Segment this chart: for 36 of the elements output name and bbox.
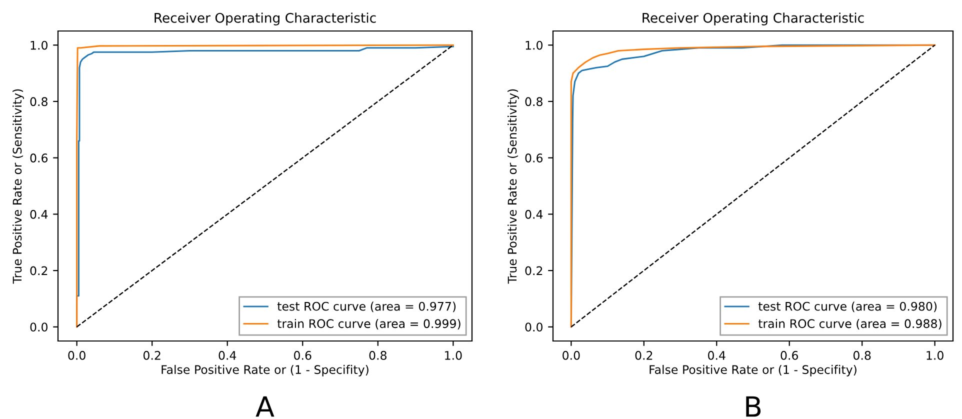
y-tick-label: 0.0 (30, 322, 48, 332)
legend-label: test ROC curve (area = 0.977) (277, 302, 456, 312)
y-tick-label: 1.0 (30, 40, 48, 50)
y-tick-label: 0.6 (525, 154, 543, 162)
x-tick-label: 0.0 (68, 350, 86, 360)
y-tick-label: 0.2 (30, 266, 48, 276)
x-tick-label: 0.6 (780, 350, 798, 360)
legend-label: test ROC curve (area = 0.980) (758, 302, 937, 312)
text: A (256, 396, 274, 417)
y-tick-label: 0.4 (525, 210, 543, 219)
text: B (746, 396, 761, 417)
x-tick-label: 0.4 (218, 350, 236, 360)
x-tick-label: 1.0 (926, 350, 944, 360)
y-tick-label: 0.8 (525, 97, 542, 106)
y-tick-label: 0.8 (30, 97, 48, 106)
y-axis-title: True Positive Rate or (Sensitivity) (508, 89, 519, 284)
x-tick-label: 0.2 (143, 350, 160, 360)
x-axis-title: False Positive Rate or (1 - Specifity) (650, 364, 856, 376)
x-tick-label: 0.8 (853, 350, 871, 360)
y-tick-label: 1.0 (526, 40, 542, 50)
y-tick-label: 0.2 (525, 266, 542, 276)
legend-label: train ROC curve (area = 0.988) (758, 318, 942, 330)
x-tick-label: 0.0 (562, 350, 580, 360)
x-tick-label: 0.6 (294, 350, 312, 360)
y-tick-label: 0.4 (30, 210, 48, 219)
x-tick-label: 0.2 (635, 350, 652, 360)
x-tick-label: 1.0 (445, 350, 462, 360)
x-axis-title: False Positive Rate or (1 - Specifity) (162, 364, 368, 376)
y-axis-title: True Positive Rate or (Sensitivity) (12, 89, 24, 284)
y-tick-label: 0.6 (30, 154, 48, 162)
legend-label: train ROC curve (area = 0.999) (277, 318, 460, 330)
chart-title: Receiver Operating Characteristic (642, 12, 864, 26)
chart-title: Receiver Operating Characteristic (154, 12, 376, 26)
y-tick-label: 0.0 (525, 322, 542, 332)
x-tick-label: 0.4 (708, 350, 726, 360)
x-tick-label: 0.8 (369, 350, 386, 360)
